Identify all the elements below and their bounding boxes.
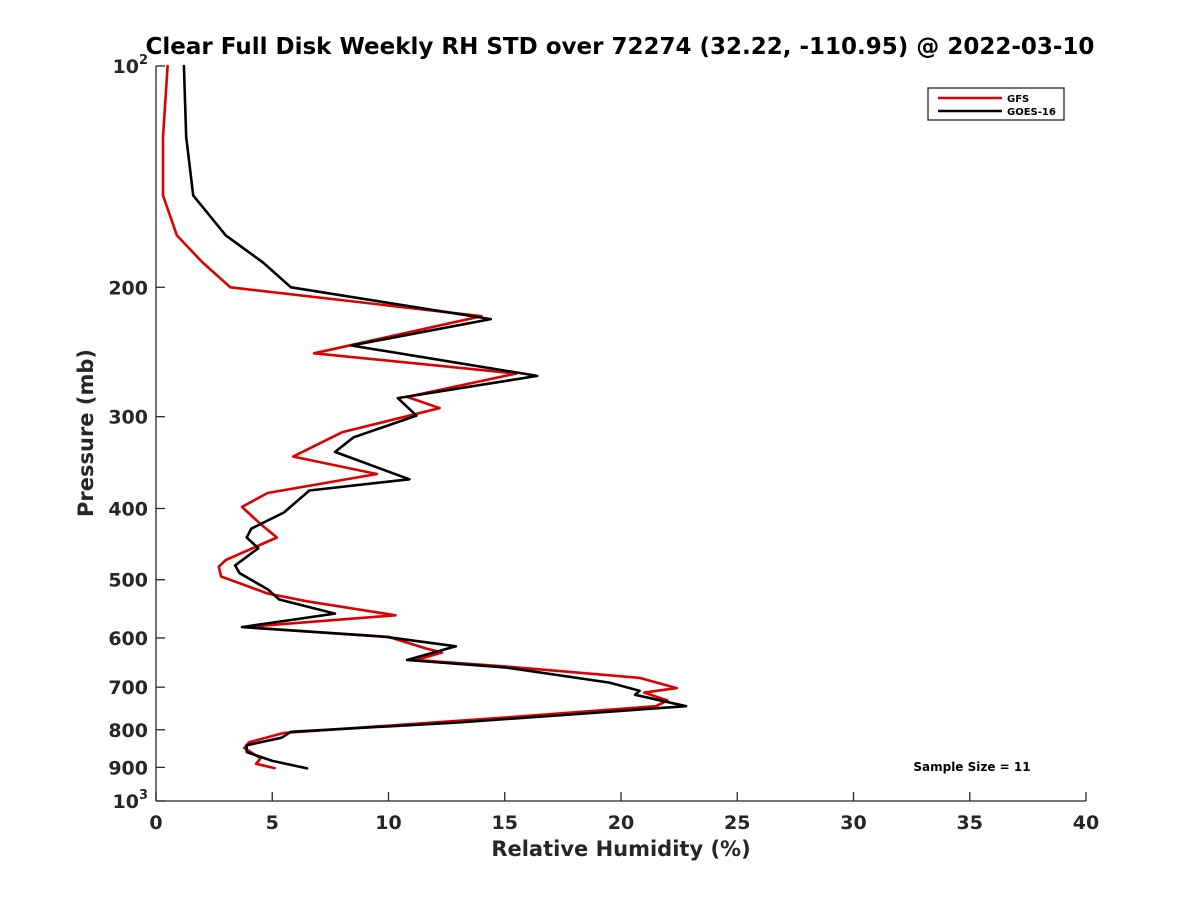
x-tick-label: 40 [1073,812,1099,834]
y-tick-label: 800 [108,720,148,742]
x-tick-label: 15 [492,812,518,834]
y-tick-label: 300 [108,407,148,429]
legend-box [927,87,1065,121]
x-axis-label: Relative Humidity (%) [491,837,750,861]
sample-size-annotation: Sample Size = 11 [913,760,1030,774]
x-tick-label: 25 [724,812,750,834]
x-tick-label: 30 [840,812,866,834]
chart-title: Clear Full Disk Weekly RH STD over 72274… [146,34,1095,60]
x-tick-label: 5 [266,812,279,834]
y-tick-label: 500 [108,570,148,592]
x-tick-label: 35 [957,812,983,834]
series-line-goes-16 [182,64,688,770]
legend: GFS GOES-16 [927,87,1065,121]
x-tick-label: 0 [149,812,162,834]
y-tick-label: 200 [108,277,148,299]
y-tick-label: 103 [113,788,149,813]
x-axis-ticks: 0 5 10 15 20 25 30 35 40 [149,792,1099,834]
y-tick-label: 700 [108,677,148,699]
legend-label: GFS [1007,94,1029,105]
y-tick-label: 400 [108,499,148,521]
y-tick-label: 600 [108,628,148,650]
x-tick-label: 10 [375,812,401,834]
legend-label: GOES-16 [1007,107,1056,118]
y-axis-label: Pressure (mb) [74,349,98,517]
y-axis-ticks: 102 200 300 400 500 600 700 800 900 103 [108,53,165,813]
series-line-gfs [161,64,679,770]
y-tick-label: 900 [108,757,148,779]
series-layer [161,64,688,770]
y-tick-label: 102 [113,53,149,78]
x-tick-label: 20 [608,812,634,834]
